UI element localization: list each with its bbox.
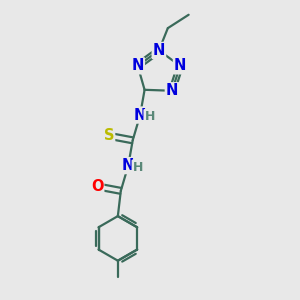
Text: H: H xyxy=(133,160,143,174)
Text: N: N xyxy=(122,158,134,173)
Text: N: N xyxy=(153,43,165,58)
Text: N: N xyxy=(131,58,144,73)
Text: N: N xyxy=(134,108,146,123)
Text: O: O xyxy=(91,179,103,194)
Text: H: H xyxy=(145,110,155,123)
Text: N: N xyxy=(166,83,178,98)
Text: S: S xyxy=(104,128,114,143)
Text: N: N xyxy=(174,58,186,73)
